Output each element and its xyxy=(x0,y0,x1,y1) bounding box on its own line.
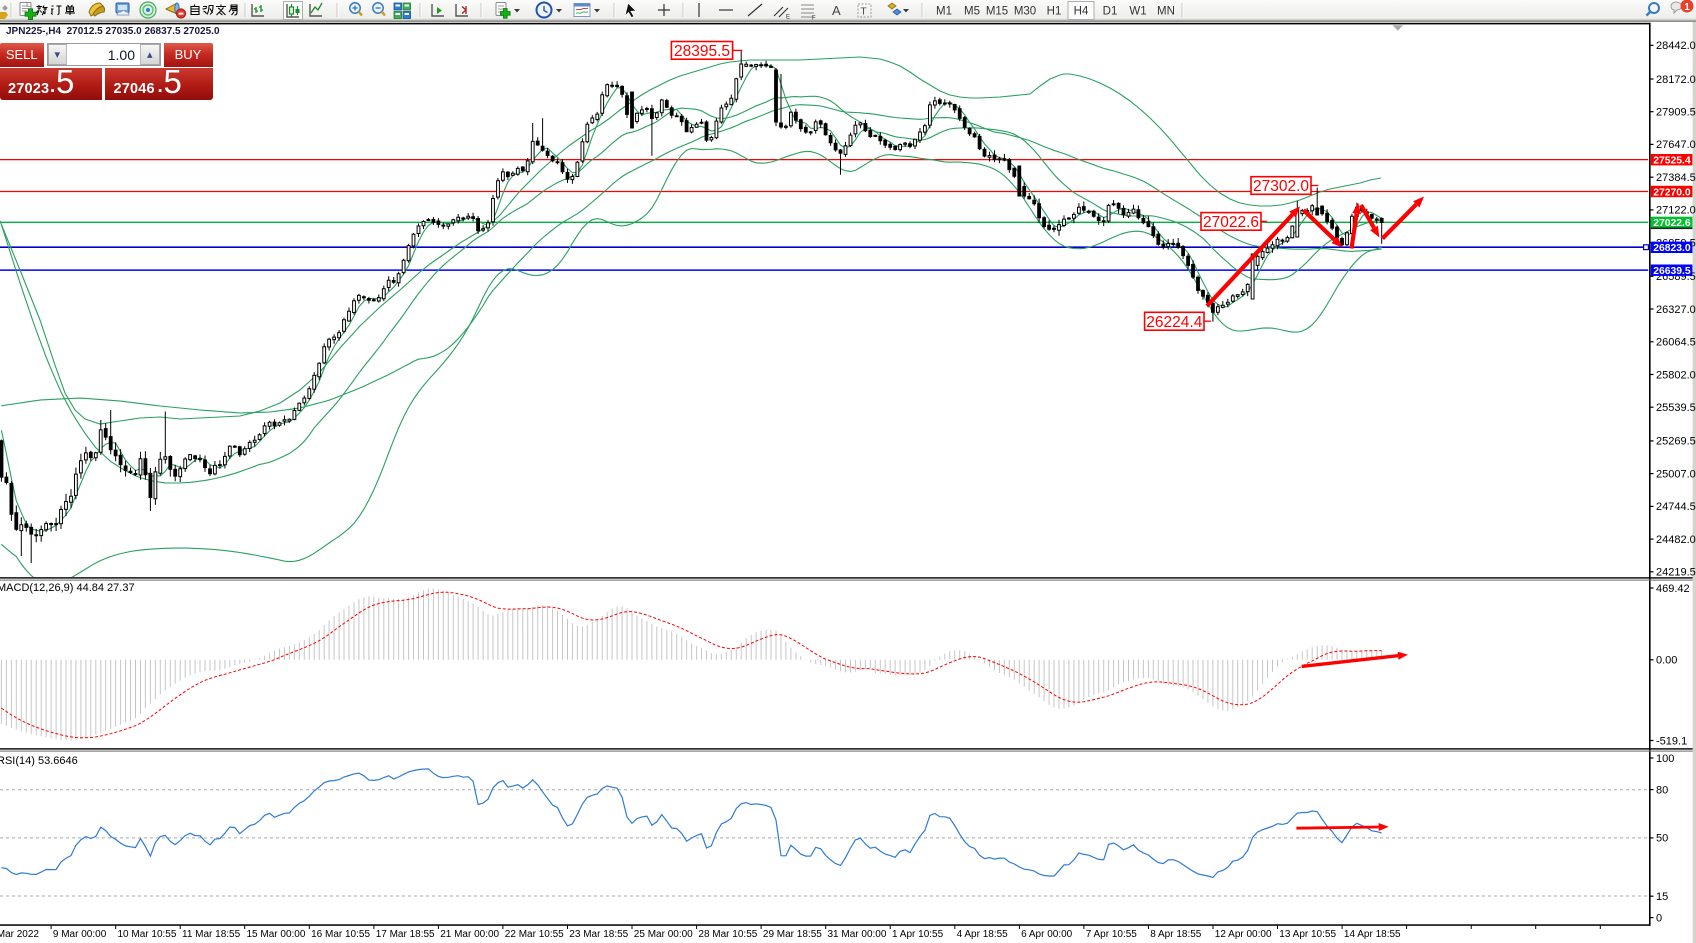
svg-text:27022.6: 27022.6 xyxy=(1203,214,1259,231)
svg-text:80: 80 xyxy=(1656,784,1668,796)
svg-text:17 Mar 18:55: 17 Mar 18:55 xyxy=(376,929,435,940)
svg-text:31 Mar 00:00: 31 Mar 00:00 xyxy=(828,929,887,940)
svg-text:26064.5: 26064.5 xyxy=(1656,337,1696,349)
svg-text:0: 0 xyxy=(1656,912,1662,924)
svg-text:29 Mar 18:55: 29 Mar 18:55 xyxy=(763,929,822,940)
svg-text:469.42: 469.42 xyxy=(1656,583,1690,595)
svg-text:27122.0: 27122.0 xyxy=(1656,205,1696,217)
svg-text:A: A xyxy=(832,3,841,18)
svg-text:8 Apr 18:55: 8 Apr 18:55 xyxy=(1150,929,1202,940)
svg-text:26327.0: 26327.0 xyxy=(1656,304,1696,316)
svg-text:6 Apr 00:00: 6 Apr 00:00 xyxy=(1021,929,1073,940)
svg-text:T: T xyxy=(861,7,867,18)
svg-text:25802.0: 25802.0 xyxy=(1656,369,1696,381)
svg-text:M30: M30 xyxy=(1014,6,1036,18)
svg-text:8 Mar 2022: 8 Mar 2022 xyxy=(0,929,39,940)
svg-text:16 Mar 10:55: 16 Mar 10:55 xyxy=(311,929,370,940)
svg-text:MACD(12,26,9) 44.84 27.37: MACD(12,26,9) 44.84 27.37 xyxy=(0,582,135,594)
svg-text:21 Mar 00:00: 21 Mar 00:00 xyxy=(440,929,499,940)
svg-text:22 Mar 10:55: 22 Mar 10:55 xyxy=(505,929,564,940)
svg-text:D1: D1 xyxy=(1103,6,1118,18)
svg-text:0.00: 0.00 xyxy=(1656,655,1677,667)
svg-text:27647.0: 27647.0 xyxy=(1656,139,1696,151)
svg-text:H4: H4 xyxy=(1074,6,1089,18)
svg-text:24219.5: 24219.5 xyxy=(1656,567,1696,579)
svg-text:25269.5: 25269.5 xyxy=(1656,436,1696,448)
svg-text:27525.4: 27525.4 xyxy=(1653,155,1691,167)
svg-text:28172.0: 28172.0 xyxy=(1656,74,1696,86)
svg-text:M15: M15 xyxy=(986,6,1008,18)
svg-text:27302.0: 27302.0 xyxy=(1253,178,1309,195)
svg-text:1 Apr 10:55: 1 Apr 10:55 xyxy=(892,929,944,940)
svg-text:W1: W1 xyxy=(1129,6,1146,18)
svg-text:-519.1: -519.1 xyxy=(1656,735,1687,747)
svg-text:26639.5: 26639.5 xyxy=(1653,265,1691,277)
svg-text:10 Mar 10:55: 10 Mar 10:55 xyxy=(118,929,177,940)
svg-text:13 Apr 10:55: 13 Apr 10:55 xyxy=(1279,929,1336,940)
svg-text:25539.5: 25539.5 xyxy=(1656,402,1696,414)
svg-text:28395.5: 28395.5 xyxy=(674,43,730,60)
svg-text:JPN225-,H4 27012.5 27035.0 26: JPN225-,H4 27012.5 27035.0 26837.5 27025… xyxy=(6,26,220,37)
svg-text:24744.5: 24744.5 xyxy=(1656,501,1696,513)
svg-text:4 Apr 18:55: 4 Apr 18:55 xyxy=(957,929,1009,940)
svg-text:28 Mar 10:55: 28 Mar 10:55 xyxy=(698,929,757,940)
svg-text:14 Apr 18:55: 14 Apr 18:55 xyxy=(1344,929,1401,940)
svg-text:25 Mar 00:00: 25 Mar 00:00 xyxy=(634,929,693,940)
svg-text:H1: H1 xyxy=(1047,6,1062,18)
svg-text:24482.0: 24482.0 xyxy=(1656,534,1696,546)
svg-text:F: F xyxy=(812,16,816,22)
svg-text:28442.0: 28442.0 xyxy=(1656,40,1696,52)
svg-text:15: 15 xyxy=(1656,891,1668,903)
svg-text:26224.4: 26224.4 xyxy=(1146,314,1202,331)
svg-text:1: 1 xyxy=(1684,2,1690,13)
svg-text:12 Apr 00:00: 12 Apr 00:00 xyxy=(1215,929,1272,940)
svg-text:9 Mar 00:00: 9 Mar 00:00 xyxy=(53,929,107,940)
svg-text:27909.5: 27909.5 xyxy=(1656,107,1696,119)
svg-text:25007.0: 25007.0 xyxy=(1656,468,1696,480)
svg-text:M1: M1 xyxy=(936,6,952,18)
svg-text:27270.0: 27270.0 xyxy=(1653,186,1691,198)
svg-text:27384.5: 27384.5 xyxy=(1656,172,1696,184)
svg-text:7 Apr 10:55: 7 Apr 10:55 xyxy=(1086,929,1138,940)
svg-text:26823.0: 26823.0 xyxy=(1653,242,1691,254)
svg-text:RSI(14) 53.6646: RSI(14) 53.6646 xyxy=(0,755,78,767)
svg-text:23 Mar 18:55: 23 Mar 18:55 xyxy=(569,929,628,940)
svg-text:15 Mar 00:00: 15 Mar 00:00 xyxy=(247,929,306,940)
svg-text:E: E xyxy=(786,15,790,21)
svg-text:11 Mar 18:55: 11 Mar 18:55 xyxy=(182,929,241,940)
svg-text:100: 100 xyxy=(1656,753,1674,765)
svg-text:27022.6: 27022.6 xyxy=(1653,217,1691,229)
svg-text:M5: M5 xyxy=(964,6,980,18)
svg-text:50: 50 xyxy=(1656,833,1668,845)
svg-text:MN: MN xyxy=(1157,6,1175,18)
